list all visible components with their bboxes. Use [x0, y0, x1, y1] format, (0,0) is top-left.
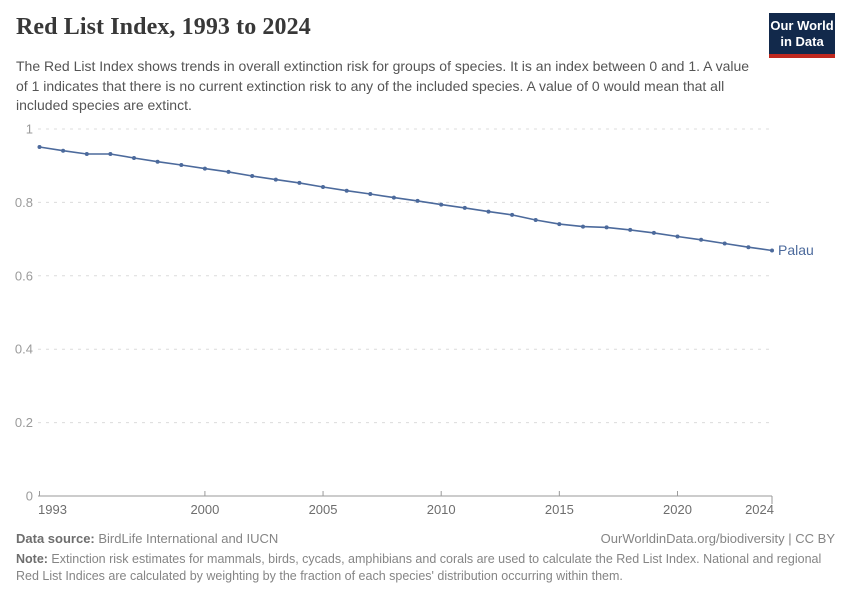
data-source: Data source: BirdLife International and … — [16, 530, 278, 547]
y-axis-tick-label: 0.4 — [15, 342, 33, 357]
data-point[interactable] — [273, 177, 278, 182]
data-point[interactable] — [675, 234, 680, 239]
x-axis-tick-label: 2020 — [663, 502, 692, 517]
data-point[interactable] — [297, 180, 302, 185]
x-axis-tick-label: 2010 — [427, 502, 456, 517]
data-point[interactable] — [415, 198, 420, 203]
y-axis-tick-label: 0 — [26, 489, 33, 504]
data-point[interactable] — [722, 241, 727, 246]
data-point[interactable] — [628, 227, 633, 232]
data-point[interactable] — [250, 174, 255, 178]
owid-logo-line2: in Data — [780, 33, 824, 49]
series-label[interactable]: Palau — [778, 242, 814, 258]
owid-cc-link[interactable]: OurWorldinData.org/biodiversity | CC BY — [600, 531, 835, 546]
data-point[interactable] — [61, 148, 66, 153]
line-chart[interactable]: 0 0.2 0.4 0.6 0.8 1 1993 2000 2005 2010 2015 2020 20… — [0, 105, 850, 530]
x-axis-tick-label: 2024 — [745, 502, 774, 517]
series-line[interactable] — [38, 146, 773, 252]
data-point[interactable] — [557, 222, 562, 227]
chart-note: Note: Extinction risk estimates for mamm… — [16, 551, 835, 584]
x-axis-tick-label: 2000 — [190, 502, 219, 517]
data-point[interactable] — [770, 248, 774, 253]
data-point[interactable] — [132, 156, 136, 160]
data-point[interactable] — [368, 192, 373, 196]
page-title: Red List Index, 1993 to 2024 — [16, 14, 311, 40]
data-point[interactable] — [486, 209, 491, 214]
data-point[interactable] — [462, 205, 467, 210]
data-point[interactable] — [746, 245, 751, 250]
owid-logo-line1: Our World — [770, 18, 834, 33]
data-source-label: Data source: — [16, 531, 95, 546]
chart-footer: Data source: BirdLife International and … — [16, 530, 835, 584]
x-axis-tick-label: 1993 — [38, 502, 67, 517]
data-source-text: BirdLife International and IUCN — [94, 531, 279, 546]
chart-subtitle: The Red List Index shows trends in overa… — [16, 58, 750, 113]
data-point[interactable] — [155, 159, 160, 164]
data-point[interactable] — [202, 166, 207, 171]
data-point[interactable] — [533, 218, 538, 222]
data-point[interactable] — [84, 152, 89, 156]
data-point[interactable] — [510, 212, 515, 217]
data-point[interactable] — [651, 230, 656, 235]
owid-logo[interactable]: Our World in Data — [769, 13, 835, 58]
data-point[interactable] — [321, 185, 325, 189]
y-axis-tick-label: 0.8 — [15, 195, 33, 210]
y-axis-tick-label: 0.2 — [15, 415, 33, 430]
data-point[interactable] — [179, 163, 184, 167]
y-axis-tick-label: 1 — [26, 122, 33, 137]
data-point[interactable] — [344, 188, 349, 193]
x-axis-tick-label: 2005 — [309, 502, 338, 517]
data-point[interactable] — [604, 225, 609, 230]
x-axis-tick-label: 2015 — [545, 502, 574, 517]
data-point[interactable] — [439, 202, 444, 207]
note-text: Extinction risk estimates for mammals, b… — [16, 552, 822, 583]
data-point[interactable] — [581, 224, 585, 229]
note-label: Note: — [16, 552, 48, 566]
data-point[interactable] — [391, 195, 396, 200]
data-point[interactable] — [699, 237, 704, 242]
data-point[interactable] — [226, 169, 231, 174]
data-point[interactable] — [108, 152, 113, 156]
data-point[interactable] — [37, 145, 42, 149]
y-axis-tick-label: 0.6 — [15, 268, 33, 283]
